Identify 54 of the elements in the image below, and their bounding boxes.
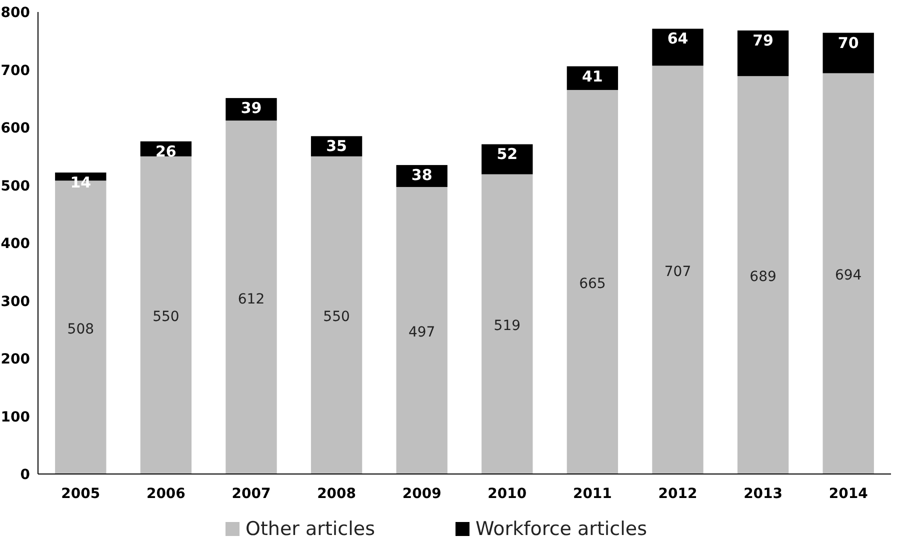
data-label: 497 [408, 324, 436, 340]
x-tick-label: 2012 [658, 486, 698, 502]
x-tick-label: 2014 [828, 486, 868, 502]
data-label: 519 [494, 318, 521, 334]
bar [226, 120, 277, 474]
data-label: 64 [667, 30, 688, 48]
y-tick-label: 300 [0, 294, 30, 310]
x-tick-label: 2007 [232, 486, 271, 502]
bar [822, 73, 874, 474]
data-label: 550 [152, 309, 180, 326]
bar [140, 156, 192, 474]
bar [482, 144, 533, 174]
x-tick-label: 2008 [317, 486, 356, 502]
x-tick-label: 2009 [402, 486, 442, 502]
x-tick-label: 2011 [572, 486, 612, 502]
y-tick-label: 600 [0, 120, 30, 136]
y-tick-label: 100 [0, 409, 30, 426]
data-label: 550 [323, 309, 350, 326]
x-tick-label: 2005 [61, 486, 100, 502]
data-label: 39 [240, 99, 262, 118]
legend-label: Other articles [246, 518, 375, 540]
y-tick-label: 700 [0, 62, 30, 79]
bar [737, 76, 789, 474]
data-label: 35 [326, 137, 347, 156]
legend-label: Workforce articles [476, 518, 647, 540]
bar [652, 28, 704, 66]
bar [652, 66, 704, 474]
data-label: 79 [752, 31, 774, 50]
data-label: 41 [582, 67, 603, 86]
x-tick-label: 2013 [744, 486, 783, 502]
x-tick-label: 2010 [488, 486, 527, 502]
y-tick-label: 800 [0, 5, 30, 21]
data-label: 38 [411, 166, 432, 184]
data-label: 665 [579, 276, 606, 292]
bar [310, 156, 362, 474]
data-label: 70 [838, 34, 859, 52]
y-tick-label: 400 [0, 236, 30, 252]
bar [566, 90, 618, 474]
data-label: 612 [238, 291, 265, 308]
data-label: 26 [156, 142, 176, 160]
bar [482, 174, 533, 474]
data-label: 52 [496, 145, 518, 164]
y-tick-label: 0 [20, 467, 30, 483]
bar [396, 186, 448, 474]
x-tick-label: 2006 [146, 486, 186, 502]
data-label: 707 [664, 264, 692, 280]
data-label: 508 [67, 321, 94, 338]
bar [737, 30, 789, 76]
bar [822, 32, 874, 74]
bar [566, 66, 618, 90]
data-label: 694 [834, 268, 862, 284]
y-tick-label: 500 [0, 178, 30, 194]
y-tick-label: 200 [0, 352, 30, 368]
data-label: 689 [750, 269, 776, 286]
